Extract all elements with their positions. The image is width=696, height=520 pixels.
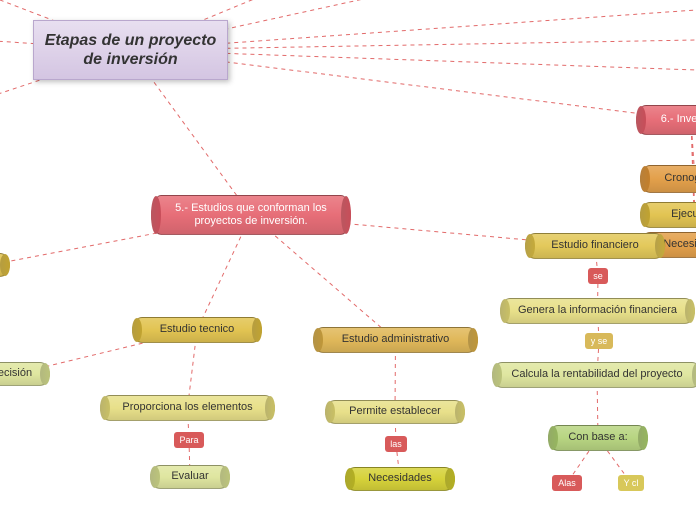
diagram-canvas: Etapas de un proyecto de inversión 5.- E… <box>0 0 696 520</box>
node-calcula: Calcula la rentabilidad del proyecto <box>492 362 696 388</box>
node-esttec: Estudio tecnico <box>132 317 262 343</box>
node-tag_ycl: Y cl <box>618 475 644 491</box>
node-n6: 6.- Inversión <box>636 105 696 135</box>
node-ecision: ecisión <box>0 362 50 386</box>
node-crono: Cronograma <box>640 165 696 193</box>
node-conbase: Con base a: <box>548 425 648 451</box>
node-tag_alas: Alas <box>552 475 582 491</box>
node-genera: Genera la información financiera <box>500 298 695 324</box>
node-neces: Necesidades <box>345 467 455 491</box>
node-leftstub <box>0 253 10 277</box>
node-tag_se: se <box>588 268 608 284</box>
title-node: Etapas de un proyecto de inversión <box>33 20 228 80</box>
node-tag_las: las <box>385 436 407 452</box>
node-n5: 5.- Estudios que conforman los proyectos… <box>151 195 351 235</box>
node-propor: Proporciona los elementos <box>100 395 275 421</box>
node-evaluar: Evaluar <box>150 465 230 489</box>
node-ejec: Ejecucion <box>640 202 696 228</box>
node-tag_yse: y se <box>585 333 613 349</box>
node-estadm: Estudio administrativo <box>313 327 478 353</box>
node-estfin: Estudio financiero <box>525 233 665 259</box>
node-permite: Permite establecer <box>325 400 465 424</box>
node-tag_para: Para <box>174 432 204 448</box>
